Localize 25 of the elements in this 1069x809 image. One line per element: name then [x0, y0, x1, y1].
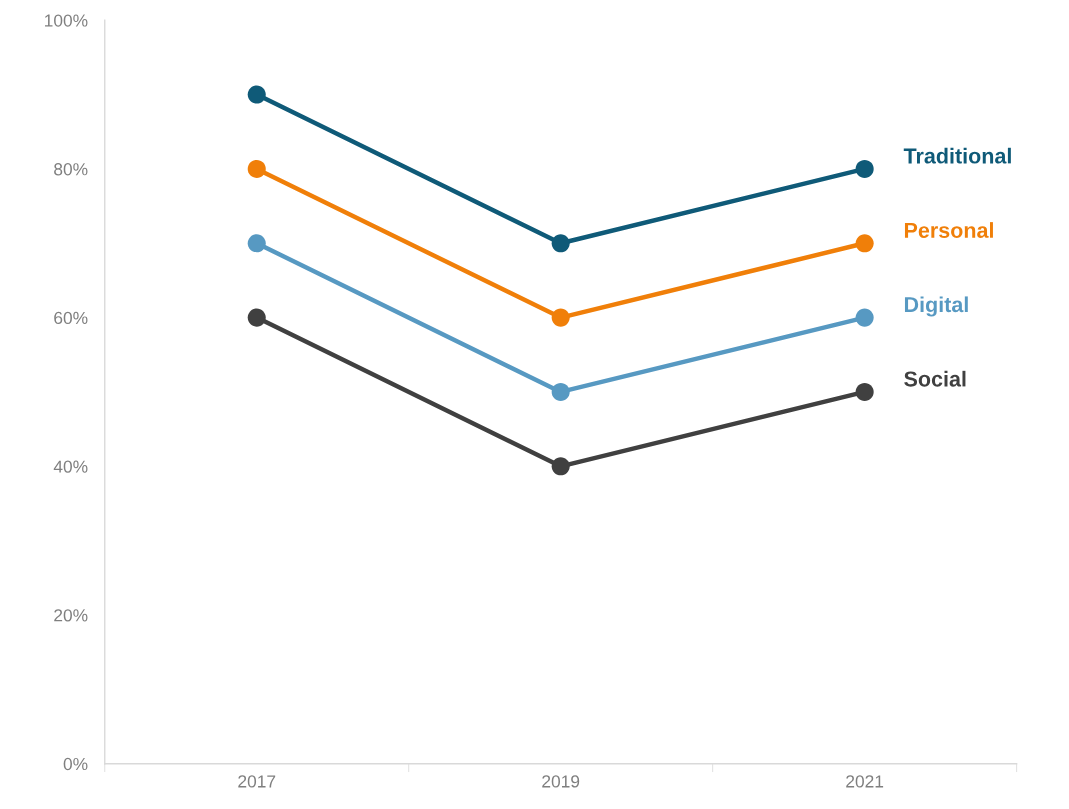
- series-label: Traditional: [903, 147, 1011, 164]
- series-label: Personal: [904, 222, 993, 238]
- point: [855, 382, 874, 401]
- point: [551, 457, 570, 476]
- point: [855, 159, 874, 178]
- y-tick-label: 0%: [63, 757, 88, 771]
- point: [247, 234, 266, 253]
- x-tick-label: 2021: [846, 775, 884, 788]
- y-tick-label: 100%: [45, 14, 88, 27]
- point: [855, 308, 874, 327]
- y-tick-label: 40%: [53, 460, 88, 473]
- point: [551, 382, 570, 401]
- point: [551, 308, 570, 327]
- x-tick-label: 2017: [238, 775, 276, 788]
- x-tick-label: 2019: [542, 775, 580, 788]
- point: [247, 159, 266, 178]
- series-label: Social: [904, 370, 966, 387]
- y-tick-label: 80%: [54, 163, 88, 176]
- point: [247, 85, 266, 104]
- series-label: Digital: [904, 296, 968, 317]
- y-tick-label: 60%: [54, 311, 88, 325]
- point: [855, 234, 874, 253]
- point: [551, 234, 570, 253]
- point: [247, 308, 266, 327]
- y-tick-label: 20%: [54, 609, 88, 622]
